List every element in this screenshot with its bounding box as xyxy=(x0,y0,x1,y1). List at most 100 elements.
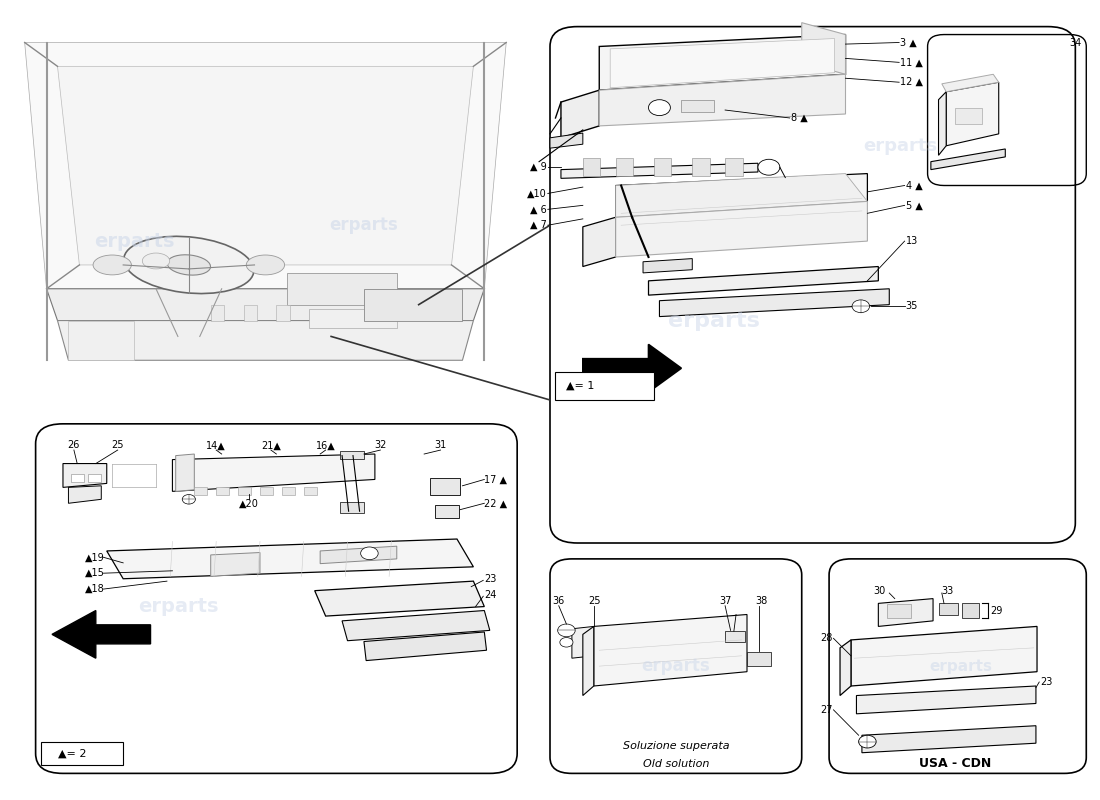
Polygon shape xyxy=(57,321,473,360)
Bar xyxy=(938,603,958,614)
Text: ▲18: ▲18 xyxy=(85,584,104,594)
Text: 33: 33 xyxy=(942,586,954,596)
Polygon shape xyxy=(57,66,473,265)
Text: erparts: erparts xyxy=(864,137,937,154)
Polygon shape xyxy=(616,174,868,218)
Polygon shape xyxy=(364,632,486,661)
Bar xyxy=(681,101,714,113)
Text: 27: 27 xyxy=(820,705,833,715)
Bar xyxy=(88,474,101,482)
Polygon shape xyxy=(802,22,846,74)
Text: erparts: erparts xyxy=(928,658,992,674)
Text: ▲ 9: ▲ 9 xyxy=(530,162,547,172)
Bar xyxy=(238,487,251,495)
Text: erparts: erparts xyxy=(138,597,218,616)
Polygon shape xyxy=(644,258,692,273)
Polygon shape xyxy=(938,92,946,155)
Bar xyxy=(282,487,295,495)
Text: erparts: erparts xyxy=(668,310,760,330)
Text: USA - CDN: USA - CDN xyxy=(918,758,991,770)
Circle shape xyxy=(649,100,670,115)
Text: ▲= 1: ▲= 1 xyxy=(566,381,595,390)
Polygon shape xyxy=(68,486,101,503)
Polygon shape xyxy=(942,74,999,92)
Text: 3 ▲: 3 ▲ xyxy=(900,38,917,47)
Text: 12 ▲: 12 ▲ xyxy=(900,78,923,87)
Polygon shape xyxy=(68,321,134,360)
Bar xyxy=(243,305,256,321)
Bar xyxy=(725,631,745,642)
Polygon shape xyxy=(561,163,758,178)
Bar xyxy=(276,305,289,321)
Bar xyxy=(430,478,460,495)
Text: 22 ▲: 22 ▲ xyxy=(484,498,507,508)
Bar xyxy=(955,108,982,123)
Text: 17 ▲: 17 ▲ xyxy=(484,474,507,485)
Text: 21▲: 21▲ xyxy=(261,440,280,450)
Bar xyxy=(887,604,911,618)
Polygon shape xyxy=(24,42,506,289)
Polygon shape xyxy=(320,546,397,564)
Polygon shape xyxy=(176,454,195,491)
Text: erparts: erparts xyxy=(94,232,175,250)
Text: 16▲: 16▲ xyxy=(316,440,336,450)
Polygon shape xyxy=(63,463,107,487)
Polygon shape xyxy=(561,90,600,138)
Ellipse shape xyxy=(246,255,285,275)
Text: 23: 23 xyxy=(1041,677,1053,687)
Polygon shape xyxy=(878,598,933,626)
Polygon shape xyxy=(931,149,1005,170)
Circle shape xyxy=(859,735,876,748)
Circle shape xyxy=(558,624,575,637)
Text: ▲10: ▲10 xyxy=(527,189,547,198)
Bar xyxy=(436,505,459,518)
Polygon shape xyxy=(583,218,616,266)
Circle shape xyxy=(560,638,573,647)
Polygon shape xyxy=(616,174,868,218)
Bar xyxy=(616,158,634,176)
Text: 28: 28 xyxy=(820,634,833,643)
Bar xyxy=(304,487,317,495)
Text: erparts: erparts xyxy=(330,216,398,234)
Polygon shape xyxy=(840,640,851,695)
Ellipse shape xyxy=(124,236,254,294)
Text: 34: 34 xyxy=(1069,38,1082,47)
Polygon shape xyxy=(862,726,1036,753)
Polygon shape xyxy=(659,289,889,317)
Text: 32: 32 xyxy=(374,440,386,450)
Polygon shape xyxy=(52,610,151,658)
Polygon shape xyxy=(315,581,484,616)
Polygon shape xyxy=(342,610,490,641)
Text: 25: 25 xyxy=(588,596,601,606)
Ellipse shape xyxy=(167,254,210,275)
Polygon shape xyxy=(594,614,747,686)
Text: 36: 36 xyxy=(552,596,565,606)
Bar xyxy=(747,652,771,666)
Circle shape xyxy=(183,494,196,504)
Text: ▲19: ▲19 xyxy=(85,552,104,562)
Polygon shape xyxy=(600,34,846,90)
Polygon shape xyxy=(46,289,484,321)
Polygon shape xyxy=(572,626,594,658)
Text: 8 ▲: 8 ▲ xyxy=(791,113,807,123)
Bar xyxy=(556,372,654,400)
Text: erparts: erparts xyxy=(641,657,711,675)
Polygon shape xyxy=(616,202,868,257)
Text: 5 ▲: 5 ▲ xyxy=(905,200,923,210)
Polygon shape xyxy=(583,626,594,695)
Polygon shape xyxy=(583,344,681,392)
Text: ▲= 2: ▲= 2 xyxy=(57,749,86,758)
Circle shape xyxy=(852,300,870,313)
Polygon shape xyxy=(649,266,878,295)
Text: 23: 23 xyxy=(484,574,497,584)
Text: Soluzione superata: Soluzione superata xyxy=(623,741,729,750)
Bar xyxy=(340,502,364,513)
Bar xyxy=(217,487,229,495)
Bar xyxy=(70,474,84,482)
Text: 25: 25 xyxy=(111,440,124,450)
Text: Old solution: Old solution xyxy=(642,759,710,769)
Text: ▲ 7: ▲ 7 xyxy=(530,220,547,230)
Ellipse shape xyxy=(142,253,169,269)
Polygon shape xyxy=(600,74,846,126)
Bar xyxy=(260,487,273,495)
